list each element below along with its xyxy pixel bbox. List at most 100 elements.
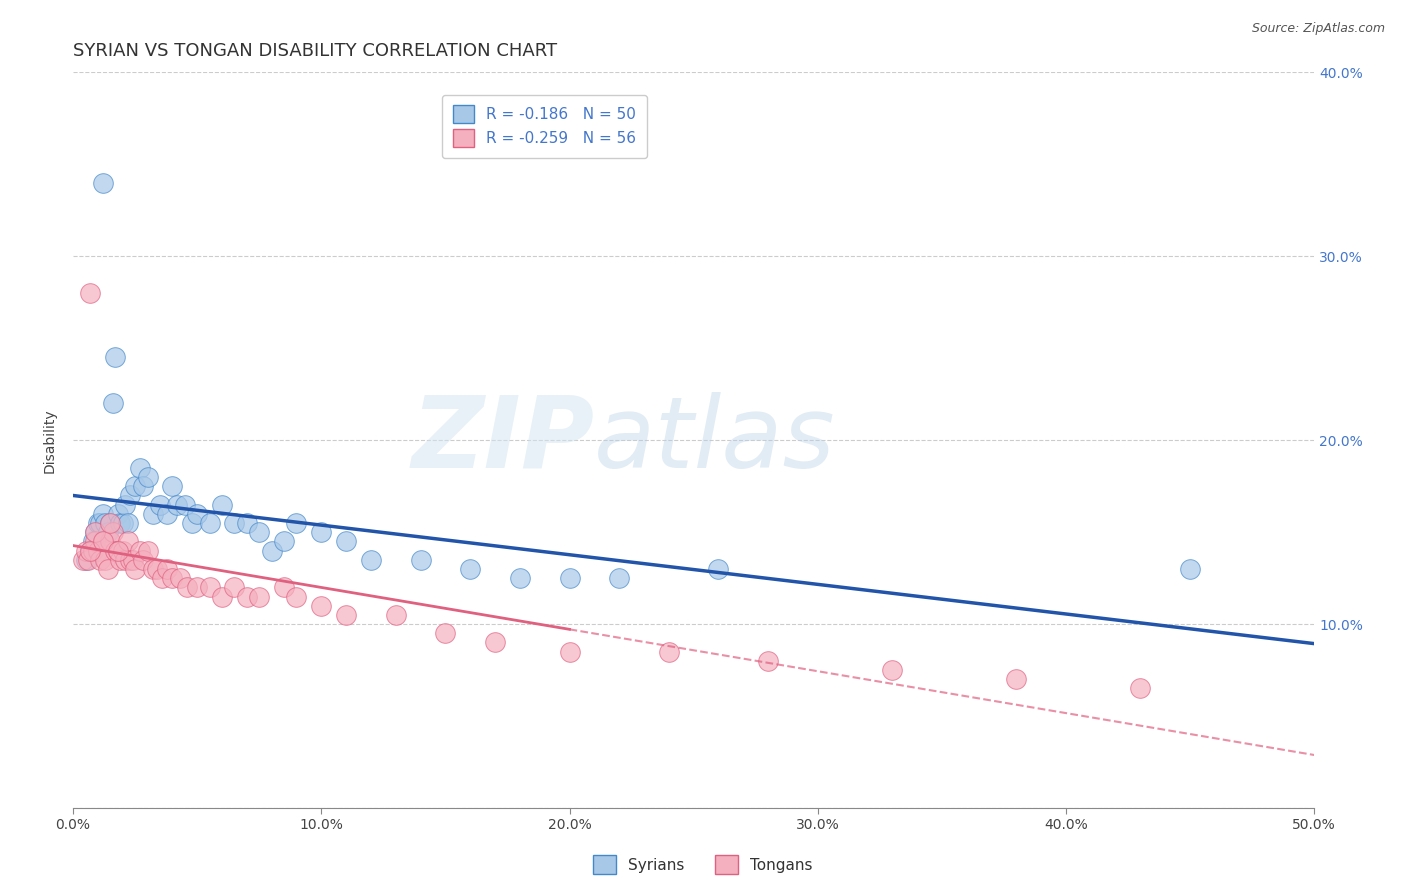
Point bbox=[84, 534, 107, 549]
Point bbox=[91, 534, 114, 549]
Point bbox=[79, 286, 101, 301]
Text: ZIP: ZIP bbox=[412, 392, 595, 489]
Point bbox=[1005, 673, 1028, 687]
Point bbox=[273, 534, 295, 549]
Text: Source: ZipAtlas.com: Source: ZipAtlas.com bbox=[1251, 22, 1385, 36]
Point bbox=[87, 543, 110, 558]
Point bbox=[211, 590, 233, 604]
Point bbox=[162, 571, 184, 585]
Point bbox=[198, 516, 221, 530]
Point bbox=[169, 571, 191, 585]
Point bbox=[1129, 681, 1152, 696]
Point bbox=[166, 498, 188, 512]
Point bbox=[72, 553, 94, 567]
Point bbox=[558, 571, 581, 585]
Point bbox=[104, 351, 127, 365]
Point bbox=[273, 580, 295, 594]
Point bbox=[110, 553, 132, 567]
Point bbox=[107, 543, 129, 558]
Point bbox=[260, 543, 283, 558]
Text: SYRIAN VS TONGAN DISABILITY CORRELATION CHART: SYRIAN VS TONGAN DISABILITY CORRELATION … bbox=[73, 42, 557, 60]
Point bbox=[79, 543, 101, 558]
Point bbox=[335, 534, 357, 549]
Point bbox=[129, 543, 152, 558]
Point bbox=[247, 590, 270, 604]
Point bbox=[136, 470, 159, 484]
Point bbox=[458, 562, 481, 576]
Point bbox=[111, 516, 134, 530]
Point bbox=[107, 507, 129, 521]
Point bbox=[114, 553, 136, 567]
Point bbox=[131, 479, 153, 493]
Point bbox=[129, 460, 152, 475]
Point bbox=[79, 543, 101, 558]
Point bbox=[1178, 562, 1201, 576]
Point bbox=[131, 553, 153, 567]
Point bbox=[98, 516, 121, 530]
Point bbox=[110, 516, 132, 530]
Point bbox=[285, 516, 308, 530]
Point bbox=[509, 571, 531, 585]
Point bbox=[97, 562, 120, 576]
Point bbox=[186, 580, 208, 594]
Legend: Syrians, Tongans: Syrians, Tongans bbox=[588, 849, 818, 880]
Point bbox=[224, 516, 246, 530]
Point bbox=[120, 488, 142, 502]
Point bbox=[87, 516, 110, 530]
Point bbox=[176, 580, 198, 594]
Point bbox=[146, 562, 169, 576]
Point bbox=[558, 645, 581, 659]
Text: atlas: atlas bbox=[595, 392, 837, 489]
Point bbox=[101, 525, 124, 540]
Point bbox=[141, 507, 163, 521]
Point bbox=[89, 553, 111, 567]
Point bbox=[607, 571, 630, 585]
Point bbox=[141, 562, 163, 576]
Point bbox=[484, 635, 506, 649]
Point bbox=[107, 543, 129, 558]
Point bbox=[91, 534, 114, 549]
Point bbox=[247, 525, 270, 540]
Point bbox=[149, 498, 172, 512]
Point bbox=[120, 553, 142, 567]
Point bbox=[311, 525, 333, 540]
Point bbox=[97, 525, 120, 540]
Point bbox=[173, 498, 195, 512]
Point bbox=[82, 543, 104, 558]
Point bbox=[79, 543, 101, 558]
Point bbox=[152, 571, 174, 585]
Point bbox=[91, 507, 114, 521]
Point bbox=[75, 543, 97, 558]
Legend: R = -0.186   N = 50, R = -0.259   N = 56: R = -0.186 N = 50, R = -0.259 N = 56 bbox=[443, 95, 647, 158]
Point bbox=[224, 580, 246, 594]
Point bbox=[111, 543, 134, 558]
Point bbox=[82, 534, 104, 549]
Point bbox=[285, 590, 308, 604]
Point bbox=[162, 479, 184, 493]
Point bbox=[94, 553, 117, 567]
Point bbox=[311, 599, 333, 613]
Point bbox=[236, 590, 259, 604]
Point bbox=[136, 543, 159, 558]
Point bbox=[89, 516, 111, 530]
Point bbox=[236, 516, 259, 530]
Point bbox=[198, 580, 221, 594]
Point bbox=[104, 543, 127, 558]
Point bbox=[124, 479, 146, 493]
Point bbox=[434, 626, 457, 640]
Point bbox=[84, 525, 107, 540]
Point bbox=[84, 525, 107, 540]
Point bbox=[409, 553, 432, 567]
Point bbox=[117, 516, 139, 530]
Point bbox=[77, 553, 100, 567]
Point bbox=[121, 553, 143, 567]
Point bbox=[114, 498, 136, 512]
Point bbox=[75, 553, 97, 567]
Point bbox=[181, 516, 204, 530]
Point bbox=[91, 176, 114, 190]
Point bbox=[335, 607, 357, 622]
Point bbox=[384, 607, 406, 622]
Point bbox=[98, 534, 121, 549]
Point bbox=[94, 516, 117, 530]
Point bbox=[98, 516, 121, 530]
